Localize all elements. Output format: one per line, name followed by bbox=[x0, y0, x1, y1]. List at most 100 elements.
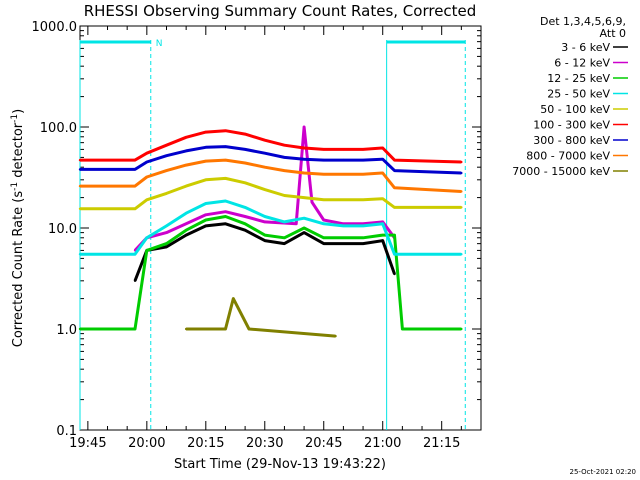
data-point bbox=[145, 160, 149, 164]
data-point bbox=[133, 279, 137, 283]
data-point bbox=[184, 222, 188, 226]
data-point bbox=[263, 152, 266, 155]
data-point bbox=[165, 144, 168, 147]
series-line bbox=[133, 125, 396, 252]
data-point bbox=[302, 231, 306, 234]
timestamp: 25-Oct-2021 02:20 bbox=[570, 468, 636, 476]
y-tick-label: 0.1 bbox=[56, 424, 77, 439]
chart-title: RHESSI Observing Summary Count Rates, Co… bbox=[84, 2, 477, 20]
data-point bbox=[381, 222, 384, 226]
series-line bbox=[80, 158, 462, 193]
data-point bbox=[145, 152, 149, 155]
data-point bbox=[393, 186, 396, 190]
data-point bbox=[283, 156, 286, 159]
data-point bbox=[224, 177, 227, 180]
data-point bbox=[263, 188, 266, 191]
data-point bbox=[381, 171, 384, 175]
legend-label: 25 - 50 keV bbox=[547, 88, 610, 101]
x-tick-label: 21:00 bbox=[364, 436, 401, 451]
plot-frame bbox=[79, 25, 482, 431]
data-point bbox=[381, 233, 384, 237]
data-point bbox=[165, 192, 168, 195]
data-point bbox=[302, 146, 306, 150]
data-point bbox=[283, 220, 286, 224]
data-point bbox=[342, 242, 345, 245]
data-point bbox=[342, 236, 345, 239]
x-tick-label: 20:15 bbox=[187, 436, 224, 451]
data-point bbox=[165, 154, 168, 157]
data-point bbox=[381, 157, 384, 161]
data-point bbox=[342, 173, 345, 176]
data-point bbox=[283, 144, 286, 147]
y-tick-label: 1000.0 bbox=[32, 20, 78, 35]
data-point bbox=[224, 215, 227, 218]
data-point bbox=[361, 158, 365, 162]
data-point bbox=[460, 171, 463, 175]
data-point bbox=[263, 215, 266, 218]
data-point bbox=[243, 161, 247, 165]
data-point bbox=[184, 163, 188, 167]
data-point bbox=[381, 146, 384, 150]
data-point bbox=[460, 253, 463, 256]
x-axis-label: Start Time (29-Nov-13 19:43:22) bbox=[174, 457, 386, 472]
data-point bbox=[302, 196, 306, 199]
data-point bbox=[295, 222, 298, 226]
data-point bbox=[243, 229, 247, 232]
data-point bbox=[133, 158, 137, 162]
data-point bbox=[165, 231, 168, 234]
data-point bbox=[133, 327, 137, 331]
data-point bbox=[243, 206, 247, 209]
data-point bbox=[204, 146, 208, 149]
data-point bbox=[342, 198, 345, 202]
data-point bbox=[165, 169, 168, 172]
data-point bbox=[78, 253, 82, 256]
data-point bbox=[224, 145, 227, 148]
data-point bbox=[184, 149, 188, 153]
data-point bbox=[322, 236, 325, 239]
data-point bbox=[78, 168, 82, 171]
data-point bbox=[204, 178, 208, 182]
data-point bbox=[133, 207, 137, 210]
data-point bbox=[361, 173, 365, 176]
legend-label: 3 - 6 keV bbox=[561, 41, 610, 54]
data-point bbox=[361, 198, 365, 202]
data-point bbox=[184, 229, 188, 232]
data-point bbox=[165, 245, 168, 249]
data-point bbox=[283, 236, 286, 239]
legend-label: 300 - 800 keV bbox=[533, 134, 610, 147]
legend-header: Det 1,3,4,5,6,9, bbox=[540, 15, 626, 28]
data-point bbox=[224, 199, 227, 203]
data-point bbox=[361, 242, 365, 245]
data-point bbox=[78, 207, 82, 210]
series-line bbox=[80, 215, 462, 331]
data-point bbox=[393, 206, 396, 209]
data-point bbox=[204, 202, 208, 205]
x-axis: 19:45 20:00 20:15 20:30 20:45 21:00 21:15 bbox=[69, 26, 482, 451]
x-tick-label: 20:45 bbox=[305, 436, 342, 451]
data-point bbox=[342, 148, 345, 151]
data-point bbox=[224, 158, 227, 162]
data-point bbox=[393, 233, 396, 237]
data-point bbox=[145, 249, 149, 252]
legend-label: 7000 - 15000 keV bbox=[512, 165, 610, 178]
legend-label: 12 - 25 keV bbox=[547, 72, 610, 85]
data-point bbox=[302, 125, 306, 129]
data-point bbox=[78, 184, 82, 188]
data-point bbox=[401, 327, 404, 331]
data-point bbox=[322, 173, 325, 176]
data-point bbox=[243, 181, 247, 185]
data-point bbox=[302, 171, 306, 175]
data-point bbox=[184, 212, 188, 215]
data-point bbox=[302, 157, 306, 161]
legend-header: Att 0 bbox=[600, 27, 626, 40]
y-tick-label: 1.0 bbox=[56, 323, 77, 338]
data-point bbox=[322, 242, 325, 245]
data-point bbox=[460, 206, 463, 209]
data-point bbox=[184, 233, 188, 237]
x-tick-label: 21:15 bbox=[423, 436, 460, 451]
series-line bbox=[133, 222, 396, 282]
data-point bbox=[283, 194, 286, 197]
y-tick-label: 100.0 bbox=[40, 121, 77, 136]
data-point bbox=[224, 327, 227, 331]
data-point bbox=[224, 210, 227, 213]
